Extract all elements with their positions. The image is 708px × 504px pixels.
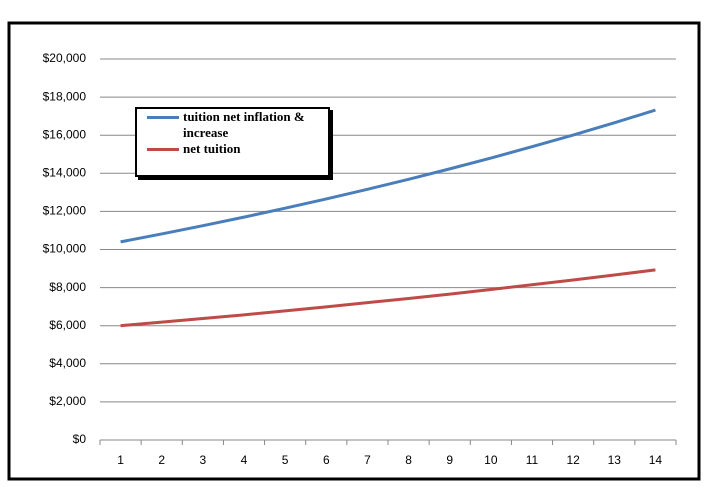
y-tick-label: $12,000 [43, 204, 87, 218]
y-tick-label: $6,000 [49, 318, 86, 332]
legend-swatch [147, 148, 179, 151]
y-tick-label: $16,000 [43, 127, 87, 141]
y-tick-label: $8,000 [49, 280, 86, 294]
series-line [120, 108, 656, 244]
x-tick-label: 11 [526, 453, 539, 467]
x-tick-label: 12 [566, 453, 580, 467]
legend: tuition net inflation & increase net tuit… [135, 107, 330, 177]
y-tick-label: $0 [73, 432, 87, 446]
x-tick-label: 13 [608, 453, 622, 467]
x-tick-label: 7 [364, 453, 371, 467]
x-tick-label: 6 [323, 453, 330, 467]
legend-label: net tuition [183, 141, 241, 156]
y-tick-label: $14,000 [43, 165, 87, 179]
chart-frame [7, 21, 701, 481]
x-tick-label: 8 [405, 453, 412, 467]
x-tick-label: 14 [649, 453, 663, 467]
legend-swatch [147, 116, 179, 119]
x-tick-label: 4 [241, 453, 248, 467]
x-tick-label: 2 [158, 453, 165, 467]
y-tick-label: $4,000 [49, 356, 86, 370]
legend-label: tuition net inflation & increase [183, 109, 305, 140]
y-tick-label: $20,000 [43, 51, 87, 65]
series-line [120, 268, 656, 328]
legend-entry: net tuition [137, 141, 328, 157]
x-tick-label: 10 [484, 453, 498, 467]
x-tick-label: 9 [446, 453, 453, 467]
y-tick-label: $10,000 [43, 242, 87, 256]
x-tick-label: 3 [200, 453, 207, 467]
x-tick-label: 1 [117, 453, 124, 467]
x-tick-label: 5 [282, 453, 289, 467]
y-tick-label: $2,000 [49, 394, 86, 408]
legend-entry: tuition net inflation & increase [137, 109, 328, 141]
y-tick-label: $18,000 [43, 89, 87, 103]
